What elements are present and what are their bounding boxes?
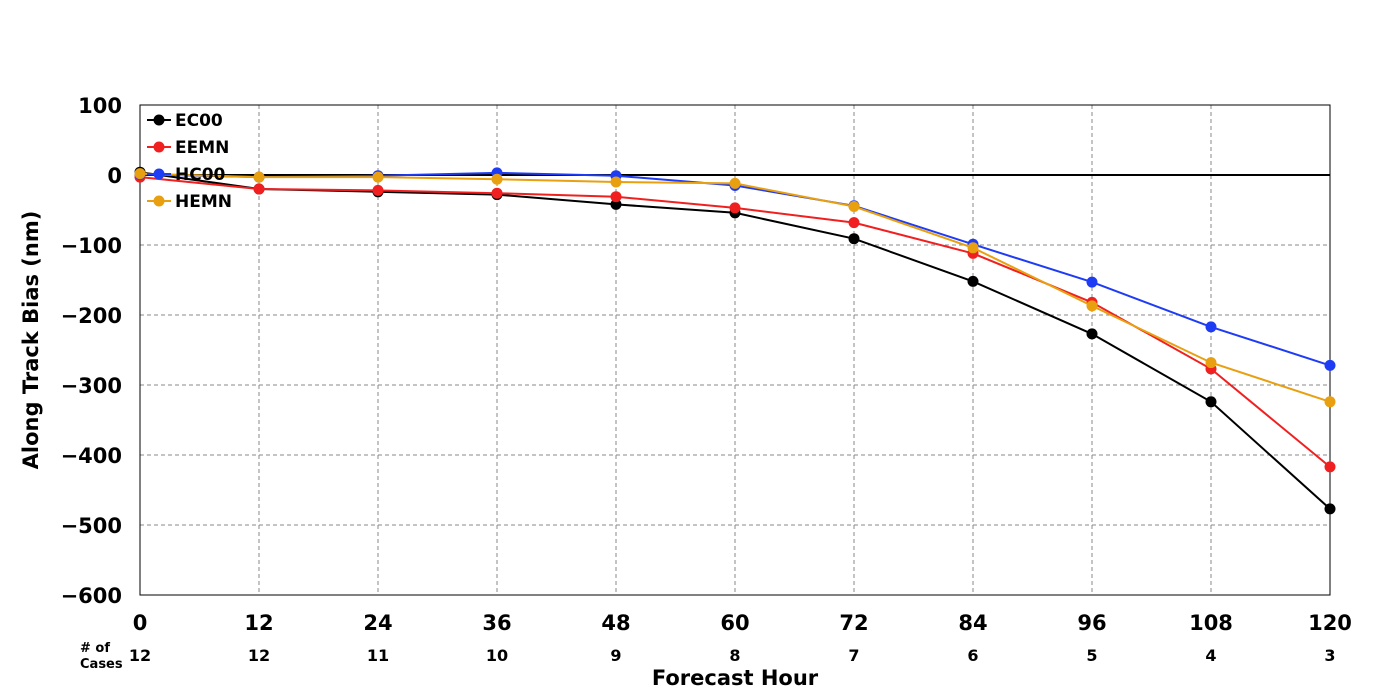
x-tick-label: 72 [839,611,868,635]
data-point-ec00 [610,198,622,210]
legend-label: EC00 [175,111,223,131]
legend-label: HC00 [175,165,226,185]
case-count-label: 3 [1324,646,1335,665]
legend-item-ec00: EC00 [147,111,223,131]
x-tick-label: 108 [1189,611,1233,635]
x-axis-title: Forecast Hour [652,666,819,690]
case-count-label: 12 [129,646,151,665]
x-tick-label: 84 [958,611,987,635]
x-tick-label: 12 [244,611,273,635]
x-tick-label: 48 [601,611,630,635]
data-point-hemn [610,176,622,188]
y-tick-label: 100 [78,94,122,118]
y-tick-label: 0 [107,164,122,188]
data-point-ec00 [1205,396,1217,408]
y-axis-title: Along Track Bias (nm) [19,211,43,470]
x-tick-label: 24 [363,611,392,635]
data-point-eemn [848,217,860,229]
data-point-hc00 [1086,276,1098,288]
data-point-hemn [134,168,146,180]
y-tick-label: −200 [61,304,122,328]
legend-swatch-marker [153,141,165,153]
data-point-hemn [967,242,979,254]
case-count-label: 12 [248,646,270,665]
data-point-ec00 [848,233,860,245]
data-point-eemn [610,191,622,203]
data-point-ec00 [1324,503,1336,515]
legend-item-eemn: EEMN [147,138,229,158]
cases-label: # of [80,641,110,656]
case-count-label: 7 [848,646,859,665]
data-point-hemn [1324,396,1336,408]
y-tick-label: −100 [61,234,122,258]
legend-swatch-marker [153,195,165,207]
plot-area-frame [139,104,1331,596]
series-hemn [134,168,1336,408]
y-tick-labels: 100 0 −100 −200 −300 −400 −500 −600 [61,94,122,608]
grid-lines [140,105,1330,595]
data-point-eemn [729,202,741,214]
legend-item-hc00: HC00 [147,165,226,185]
legend-label: EEMN [175,138,229,158]
data-point-hemn [1086,300,1098,312]
data-point-hemn [372,171,384,183]
data-point-hemn [1205,357,1217,369]
data-point-hemn [491,173,503,185]
legend: EC00 EEMN HC00 HEMN [147,111,232,212]
series-layer [134,166,1336,515]
data-point-ec00 [967,275,979,287]
data-point-eemn [253,183,265,195]
x-tick-label: 120 [1308,611,1352,635]
case-count-label: 8 [729,646,740,665]
data-point-hemn [848,201,860,212]
x-tick-labels: 0 12 24 36 48 60 72 84 96 108 120 [133,611,1352,635]
y-tick-label: −600 [61,584,122,608]
case-count-label: 10 [486,646,508,665]
case-count-label: 11 [367,646,389,665]
data-point-eemn [491,187,503,199]
legend-swatch-marker [153,114,165,126]
case-count-label: 5 [1086,646,1097,665]
legend-item-hemn: HEMN [147,192,232,212]
x-tick-label: 96 [1077,611,1106,635]
x-tick-label: 60 [720,611,749,635]
case-count-label: 4 [1205,646,1216,665]
data-point-eemn [372,184,384,196]
case-count-label: 6 [967,646,978,665]
cases-label: Cases [80,657,123,672]
legend-label: HEMN [175,192,232,212]
data-point-hc00 [1324,359,1336,371]
case-count-label: 9 [610,646,621,665]
legend-swatch-marker [153,168,165,180]
x-tick-label: 36 [482,611,511,635]
data-point-ec00 [1086,328,1098,340]
x-tick-label: 0 [133,611,148,635]
y-tick-label: −400 [61,444,122,468]
y-tick-label: −500 [61,514,122,538]
data-point-eemn [1324,461,1336,473]
y-tick-label: −300 [61,374,122,398]
data-point-hemn [729,177,741,189]
data-point-hc00 [1205,321,1217,333]
data-point-hemn [253,171,265,183]
